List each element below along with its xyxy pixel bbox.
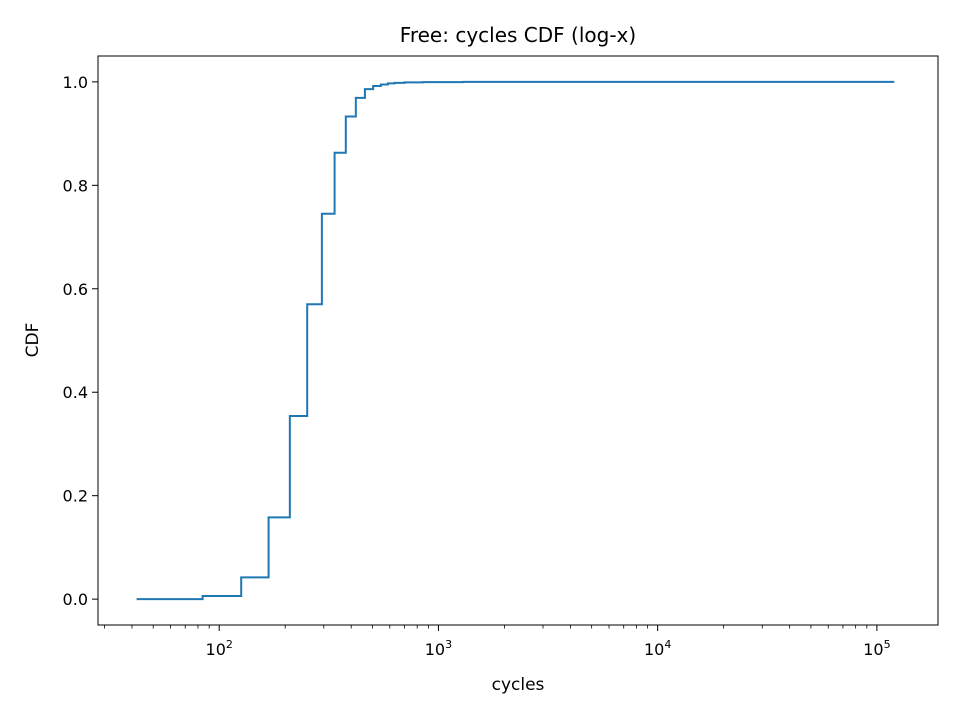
chart-title: Free: cycles CDF (log-x) [400,23,636,47]
y-axis-label: CDF [23,323,43,358]
x-tick-label: 104 [644,638,671,659]
y-tick-label: 0.2 [63,487,88,506]
x-tick-label: 105 [863,638,890,659]
x-tick-label: 102 [206,638,233,659]
x-tick-label: 103 [425,638,452,659]
y-tick-label: 0.0 [63,590,88,609]
y-tick-label: 1.0 [63,73,88,92]
x-axis-ticks: 102 103 104 105 [104,625,891,659]
series-line [136,80,895,601]
x-axis-label: cycles [492,675,545,695]
y-axis-ticks: 0.0 0.2 0.4 0.6 0.8 1.0 [63,73,98,609]
y-tick-label: 0.6 [63,280,88,299]
y-tick-label: 0.8 [63,176,88,195]
plot-frame [97,55,939,626]
y-tick-label: 0.4 [63,383,88,402]
